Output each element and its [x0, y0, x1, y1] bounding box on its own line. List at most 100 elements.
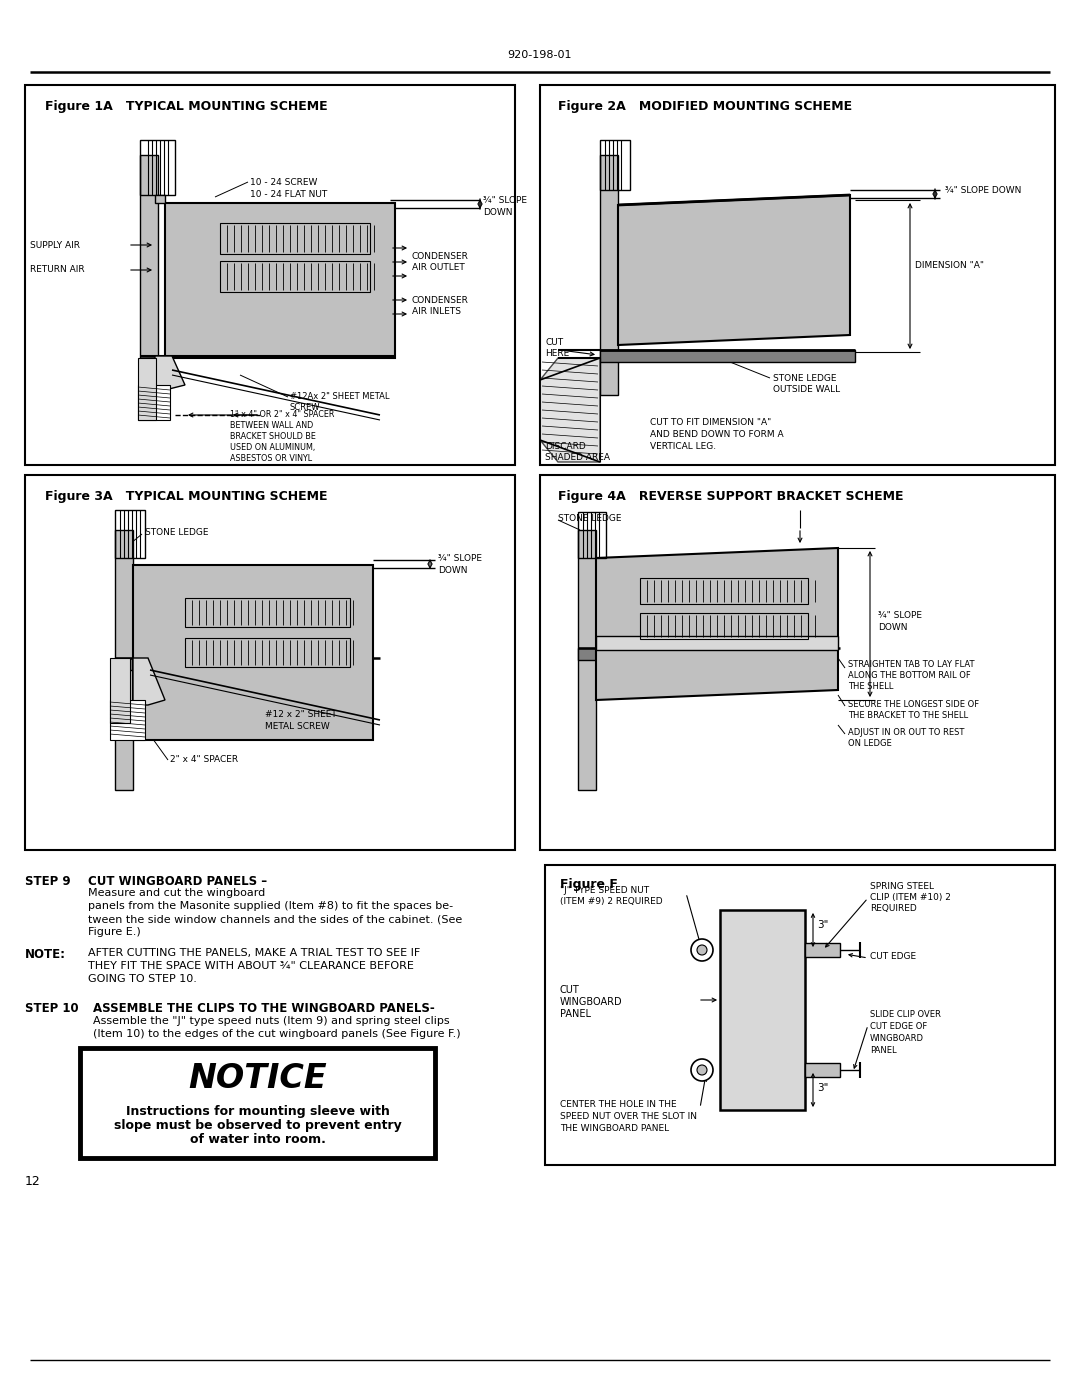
Text: CUT EDGE OF: CUT EDGE OF	[870, 1023, 928, 1031]
Text: Figure 1A   TYPICAL MOUNTING SCHEME: Figure 1A TYPICAL MOUNTING SCHEME	[45, 101, 327, 113]
Text: Measure and cut the wingboard: Measure and cut the wingboard	[87, 888, 266, 898]
Text: SPRING STEEL: SPRING STEEL	[870, 882, 934, 891]
Text: (Item 10) to the edges of the cut wingboard panels (See Figure F.): (Item 10) to the edges of the cut wingbo…	[93, 1030, 461, 1039]
Text: AND BEND DOWN TO FORM A: AND BEND DOWN TO FORM A	[650, 430, 784, 439]
Text: SHADED AREA: SHADED AREA	[545, 453, 610, 462]
Text: CONDENSER: CONDENSER	[411, 251, 469, 261]
Text: WINGBOARD: WINGBOARD	[561, 997, 623, 1007]
Bar	[600, 140, 630, 190]
Text: #12Ax 2" SHEET METAL: #12Ax 2" SHEET METAL	[291, 393, 390, 401]
Text: 10 - 24 SCREW: 10 - 24 SCREW	[249, 177, 318, 187]
Text: OUTSIDE WALL: OUTSIDE WALL	[773, 386, 840, 394]
Bar	[220, 224, 370, 254]
Text: WINGBOARD: WINGBOARD	[870, 1034, 924, 1044]
Bar	[133, 564, 373, 740]
Text: PANEL: PANEL	[870, 1046, 896, 1055]
Bar	[140, 155, 158, 386]
Text: NOTE:: NOTE:	[25, 949, 66, 961]
Text: STONE LEDGE: STONE LEDGE	[558, 514, 621, 522]
Text: Figure F: Figure F	[561, 877, 618, 891]
Text: THE SHELL: THE SHELL	[848, 682, 893, 692]
Text: STONE LEDGE: STONE LEDGE	[145, 528, 208, 536]
Text: slope must be observed to prevent entry: slope must be observed to prevent entry	[113, 1119, 402, 1132]
Text: STEP 10: STEP 10	[25, 1002, 79, 1016]
Text: SCREW: SCREW	[291, 402, 321, 412]
Text: SUPPLY AIR: SUPPLY AIR	[30, 240, 80, 250]
Polygon shape	[156, 356, 185, 390]
Text: NOTICE: NOTICE	[188, 1062, 327, 1095]
Text: AIR INLETS: AIR INLETS	[411, 307, 461, 316]
Text: BETWEEN WALL AND: BETWEEN WALL AND	[230, 420, 313, 430]
Text: THE WINGBOARD PANEL: THE WINGBOARD PANEL	[561, 1125, 670, 1133]
Text: ¾" SLOPE DOWN: ¾" SLOPE DOWN	[945, 186, 1022, 196]
Bar	[156, 196, 165, 203]
Text: Assemble the "J" type speed nuts (Item 9) and spring steel clips: Assemble the "J" type speed nuts (Item 9…	[93, 1016, 449, 1025]
Text: Figure E.): Figure E.)	[87, 928, 140, 937]
Bar	[25, 85, 515, 465]
Bar	[805, 1063, 840, 1077]
Text: ASBESTOS OR VINYL: ASBESTOS OR VINYL	[230, 454, 312, 462]
Bar	[600, 155, 618, 395]
Bar	[114, 510, 145, 557]
Text: GOING TO STEP 10.: GOING TO STEP 10.	[87, 974, 197, 983]
Text: SECURE THE LONGEST SIDE OF: SECURE THE LONGEST SIDE OF	[848, 700, 980, 710]
Text: tween the side window channels and the sides of the cabinet. (See: tween the side window channels and the s…	[87, 914, 462, 923]
Text: RETURN AIR: RETURN AIR	[30, 265, 84, 274]
Bar	[640, 578, 808, 604]
Bar	[140, 140, 175, 196]
Circle shape	[691, 939, 713, 961]
Text: 3": 3"	[816, 1083, 828, 1092]
Text: DOWN: DOWN	[878, 623, 907, 633]
Text: DIMENSION "A": DIMENSION "A"	[915, 260, 984, 270]
Polygon shape	[133, 658, 165, 705]
Text: AFTER CUTTING THE PANELS, MAKE A TRIAL TEST TO SEE IF: AFTER CUTTING THE PANELS, MAKE A TRIAL T…	[87, 949, 420, 958]
Circle shape	[691, 1059, 713, 1081]
Text: PANEL: PANEL	[561, 1009, 591, 1018]
Text: Figure 4A   REVERSE SUPPORT BRACKET SCHEME: Figure 4A REVERSE SUPPORT BRACKET SCHEME	[558, 490, 904, 503]
Text: SLIDE CLIP OVER: SLIDE CLIP OVER	[870, 1010, 941, 1018]
Text: ON LEDGE: ON LEDGE	[848, 739, 892, 747]
Text: (ITEM #9) 2 REQUIRED: (ITEM #9) 2 REQUIRED	[561, 897, 663, 907]
Polygon shape	[618, 196, 850, 345]
Text: #12 x 2" SHEET: #12 x 2" SHEET	[265, 710, 337, 719]
Bar	[110, 658, 130, 724]
Text: CUT: CUT	[561, 985, 580, 995]
Text: VERTICAL LEG.: VERTICAL LEG.	[650, 441, 716, 451]
Text: Figure 3A   TYPICAL MOUNTING SCHEME: Figure 3A TYPICAL MOUNTING SCHEME	[45, 490, 327, 503]
Text: 1" x 4" OR 2" x 4" SPACER: 1" x 4" OR 2" x 4" SPACER	[230, 409, 335, 419]
Bar	[540, 475, 1055, 849]
Bar	[578, 529, 596, 789]
Circle shape	[697, 944, 707, 956]
Text: AIR OUTLET: AIR OUTLET	[411, 263, 464, 272]
Bar	[80, 1048, 435, 1158]
Bar	[220, 261, 370, 292]
Bar	[185, 638, 350, 666]
Text: ¾" SLOPE: ¾" SLOPE	[483, 196, 527, 205]
Text: CONDENSER: CONDENSER	[411, 296, 469, 305]
Bar	[138, 386, 170, 420]
Text: STONE LEDGE: STONE LEDGE	[773, 374, 837, 383]
Text: METAL SCREW: METAL SCREW	[265, 722, 329, 731]
Text: 12: 12	[25, 1175, 41, 1187]
Text: "J" TYPE SPEED NUT: "J" TYPE SPEED NUT	[561, 886, 649, 895]
Text: CUT EDGE: CUT EDGE	[870, 951, 916, 961]
Text: CUT: CUT	[545, 338, 563, 346]
Bar	[545, 865, 1055, 1165]
Text: HERE: HERE	[545, 349, 569, 358]
Text: REQUIRED: REQUIRED	[870, 904, 917, 914]
Text: panels from the Masonite supplied (Item #8) to fit the spaces be-: panels from the Masonite supplied (Item …	[87, 901, 454, 911]
Text: DOWN: DOWN	[483, 208, 513, 217]
Text: DOWN: DOWN	[438, 566, 468, 576]
Text: STEP 9: STEP 9	[25, 875, 70, 888]
Text: 10 - 24 FLAT NUT: 10 - 24 FLAT NUT	[249, 190, 327, 198]
Text: Instructions for mounting sleeve with: Instructions for mounting sleeve with	[125, 1105, 390, 1118]
Text: CLIP (ITEM #10) 2: CLIP (ITEM #10) 2	[870, 893, 950, 902]
Text: SPEED NUT OVER THE SLOT IN: SPEED NUT OVER THE SLOT IN	[561, 1112, 697, 1120]
Bar	[578, 511, 606, 557]
Text: CENTER THE HOLE IN THE: CENTER THE HOLE IN THE	[561, 1099, 677, 1109]
Bar	[114, 658, 140, 671]
Bar	[805, 943, 840, 957]
Bar	[596, 636, 838, 650]
Text: Figure 2A   MODIFIED MOUNTING SCHEME: Figure 2A MODIFIED MOUNTING SCHEME	[558, 101, 852, 113]
Text: 3": 3"	[816, 921, 828, 930]
